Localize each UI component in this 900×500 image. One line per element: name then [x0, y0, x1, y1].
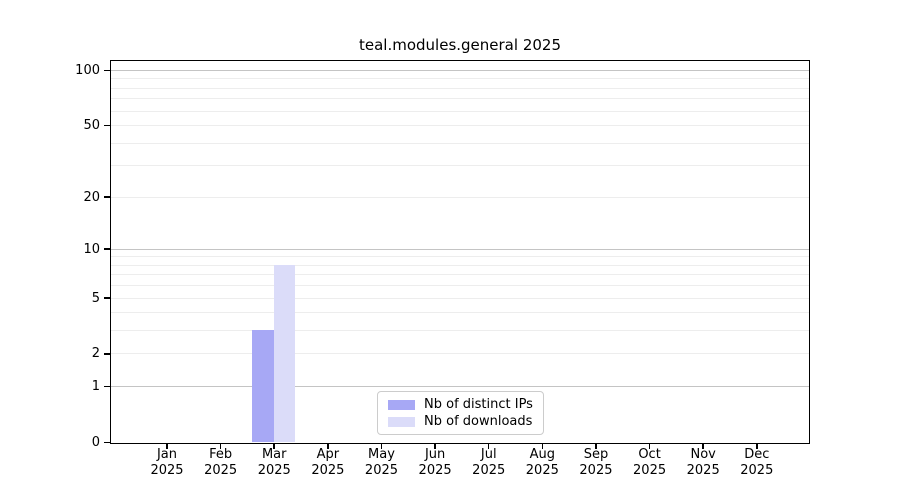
x-tick-year: 2025	[472, 463, 506, 478]
x-tick-year: 2025	[418, 463, 452, 478]
x-axis-tick-label: Oct 2025	[610, 447, 690, 479]
x-axis-tick-label: Jan 2025	[127, 447, 207, 479]
legend-item-downloads: Nb of downloads	[388, 413, 533, 430]
x-axis-tick-label: Feb 2025	[181, 447, 261, 479]
x-axis-tick	[648, 444, 651, 449]
x-tick-month: May	[368, 447, 395, 462]
legend-item-distinct-ips: Nb of distinct IPs	[388, 396, 533, 413]
legend-swatch-distinct-ips	[388, 399, 415, 410]
bar-nb-of-downloads	[273, 264, 296, 442]
major-gridline	[111, 248, 809, 250]
x-tick-year: 2025	[579, 463, 613, 478]
x-tick-year: 2025	[311, 463, 345, 478]
legend-swatch-downloads	[388, 416, 415, 427]
x-axis-tick-label: Jul 2025	[449, 447, 529, 479]
y-axis-tick	[104, 69, 110, 72]
x-tick-month: Aug	[529, 447, 556, 462]
x-tick-year: 2025	[633, 463, 667, 478]
x-axis-tick-label: Aug 2025	[502, 447, 582, 479]
x-axis-tick-label: Apr 2025	[288, 447, 368, 479]
x-axis-tick-label: Sep 2025	[556, 447, 636, 479]
x-axis-tick	[595, 444, 597, 449]
bar-nb-of-distinct-ips	[252, 330, 274, 442]
minor-gridline	[111, 125, 809, 127]
x-axis-tick-label: May 2025	[341, 447, 421, 479]
minor-gridline	[111, 110, 809, 112]
x-axis-tick	[219, 444, 222, 449]
y-axis-tick-label: 10	[83, 241, 100, 257]
x-tick-month: Jun	[424, 447, 446, 462]
y-axis-tick-label: 0	[91, 435, 100, 450]
minor-gridline	[111, 312, 809, 314]
major-gridline	[111, 69, 809, 71]
x-tick-year: 2025	[204, 463, 238, 478]
minor-gridline	[111, 330, 809, 332]
minor-gridline	[111, 297, 809, 299]
x-tick-year: 2025	[150, 463, 184, 478]
x-axis-tick	[702, 444, 704, 449]
x-tick-month: Apr	[316, 447, 340, 462]
minor-gridline	[111, 78, 809, 80]
x-axis-tick	[273, 444, 275, 449]
plot-area: Nb of distinct IPs Nb of downloads	[110, 60, 810, 444]
y-axis-tick-label: 1	[91, 379, 100, 395]
y-axis-tick	[104, 196, 110, 198]
y-axis-tick-label: 100	[75, 62, 100, 78]
minor-gridline	[111, 196, 809, 198]
minor-gridline	[111, 142, 809, 144]
x-axis-tick	[434, 444, 436, 449]
x-tick-month: Feb	[209, 447, 233, 462]
y-axis-tick-label: 20	[83, 189, 100, 205]
x-tick-month: Mar	[261, 447, 287, 462]
minor-gridline	[111, 353, 809, 355]
x-axis-tick-label: Dec 2025	[717, 447, 797, 479]
x-tick-year: 2025	[257, 463, 291, 478]
y-axis-tick	[104, 124, 110, 127]
chart-title: teal.modules.general 2025	[359, 36, 561, 54]
x-axis-tick	[166, 444, 168, 449]
x-axis-tick	[327, 444, 329, 449]
major-gridline	[111, 386, 809, 388]
minor-gridline	[111, 98, 809, 100]
x-axis-tick-label: Jun 2025	[395, 447, 475, 479]
y-axis-tick	[104, 297, 110, 299]
minor-gridline	[111, 285, 809, 287]
minor-gridline	[111, 87, 809, 89]
x-tick-month: Oct	[638, 447, 661, 462]
y-axis-tick-label: 2	[91, 346, 100, 362]
x-axis-tick-label: Mar 2025	[234, 447, 314, 479]
x-axis-tick	[756, 444, 758, 449]
legend-label-downloads: Nb of downloads	[424, 414, 533, 429]
minor-gridline	[111, 264, 809, 266]
x-tick-year: 2025	[525, 463, 559, 478]
x-tick-month: Jul	[480, 447, 497, 462]
y-axis-tick	[104, 248, 110, 250]
minor-gridline	[111, 274, 809, 276]
x-tick-year: 2025	[686, 463, 720, 478]
x-tick-year: 2025	[364, 463, 399, 478]
y-axis-tick-label: 5	[91, 290, 100, 306]
y-axis-tick-label: 50	[83, 118, 100, 134]
x-tick-year: 2025	[740, 463, 774, 478]
x-axis-tick-label: Nov 2025	[663, 447, 743, 479]
legend: Nb of distinct IPs Nb of downloads	[377, 391, 544, 435]
x-axis-tick	[380, 444, 383, 449]
x-tick-month: Nov	[690, 447, 716, 462]
legend-label-distinct-ips: Nb of distinct IPs	[424, 397, 533, 412]
minor-gridline	[111, 165, 809, 167]
x-tick-month: Dec	[744, 447, 770, 462]
x-tick-month: Jan	[156, 447, 178, 462]
x-axis-tick	[541, 444, 544, 449]
minor-gridline	[111, 256, 809, 258]
y-axis-tick	[104, 441, 110, 444]
x-tick-month: Sep	[583, 447, 609, 462]
y-axis-tick	[104, 385, 110, 388]
x-axis-tick	[487, 444, 490, 449]
y-axis-tick	[104, 353, 110, 355]
